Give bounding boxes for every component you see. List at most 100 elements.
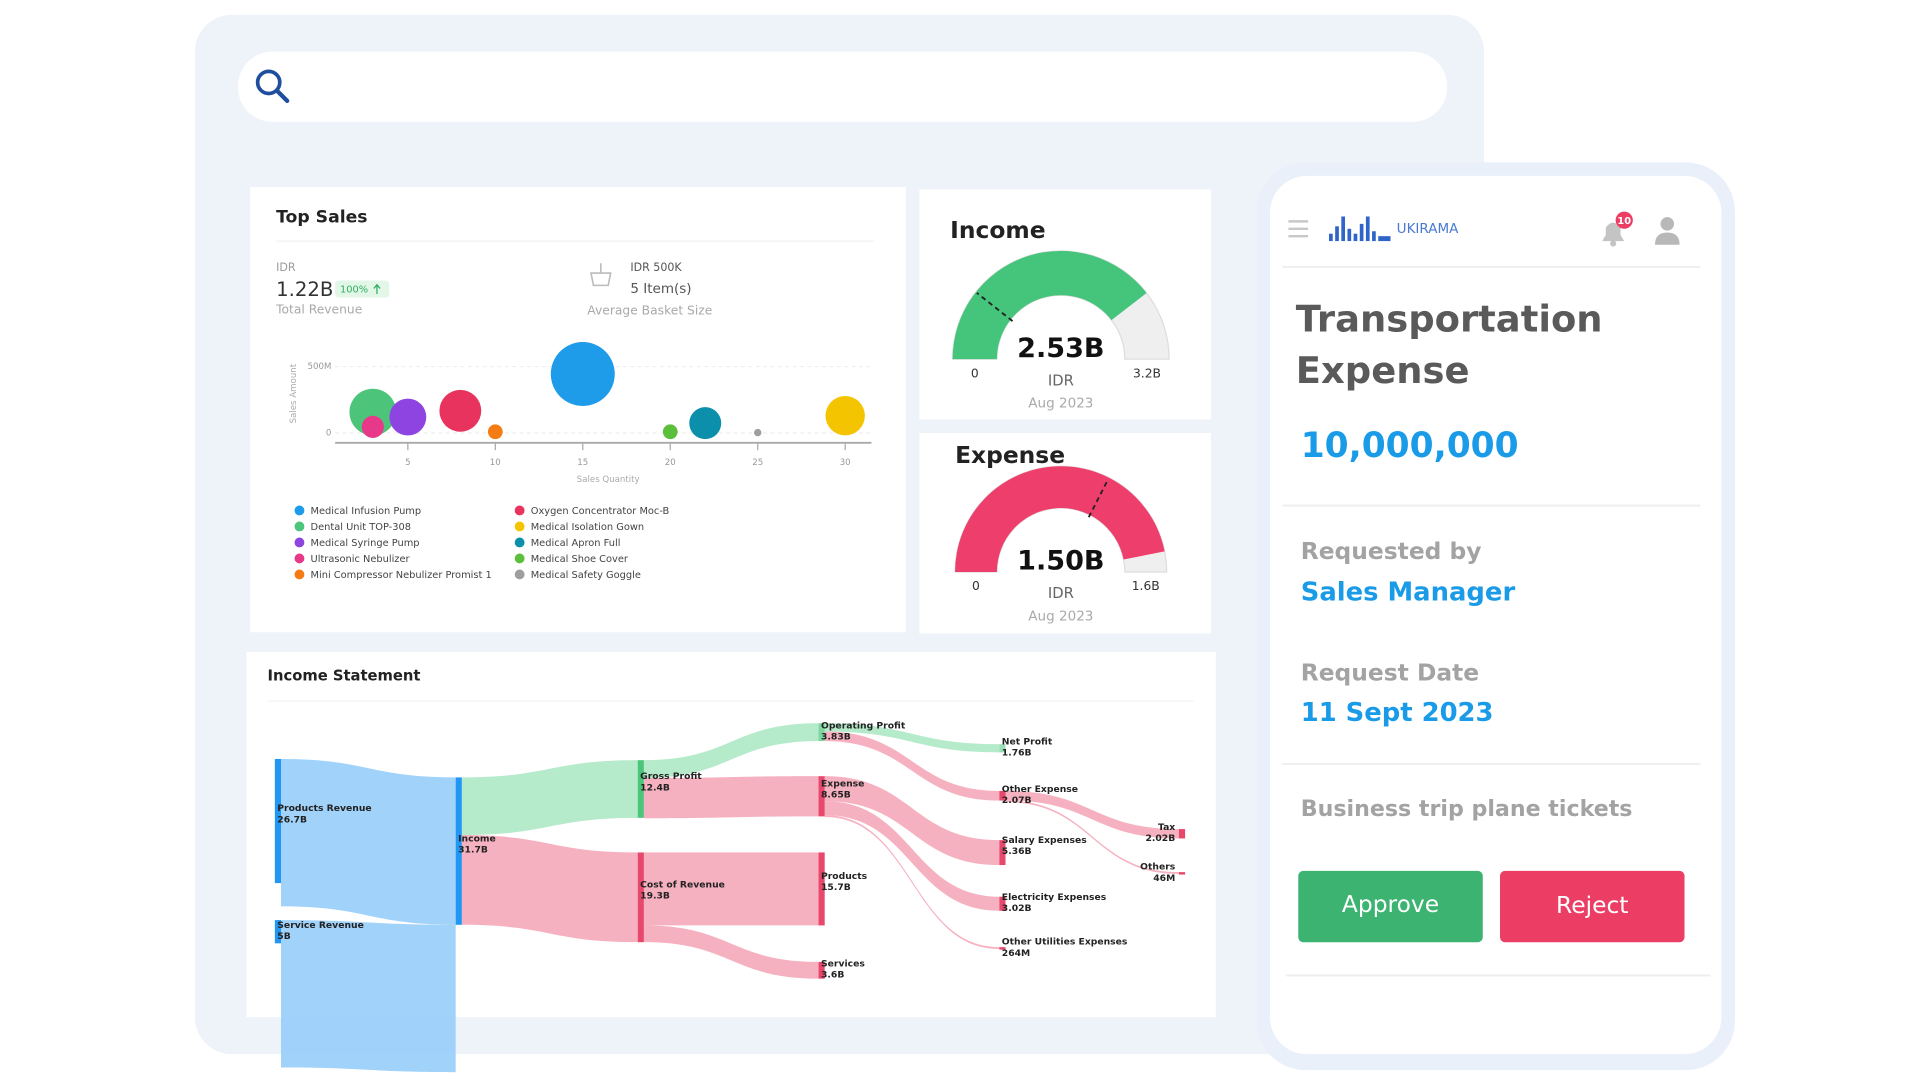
legend-swatch [514, 569, 525, 580]
legend-swatch [514, 521, 525, 532]
gauge-tick-label: 0 [972, 579, 980, 593]
legend-label: Medical Apron Full [531, 538, 621, 549]
sankey-node-label: Operating Profit [821, 721, 906, 732]
sankey-node [818, 961, 825, 979]
reject-button-bg[interactable] [1500, 870, 1685, 943]
legend-label: Medical Shoe Cover [531, 554, 629, 565]
user-body [1654, 232, 1680, 245]
total-revenue: 1.22B [276, 278, 333, 301]
logo-bar [1378, 236, 1391, 242]
sankey-node-value: 3.02B [1002, 903, 1032, 914]
bubble [487, 424, 503, 440]
basket-value: IDR 500K [630, 261, 682, 274]
sankey-node [274, 920, 282, 944]
basket-items: 5 Item(s) [630, 281, 691, 297]
sankey-node-value: 12.4B [640, 782, 670, 793]
gauge-tick-label: 3.2B [1133, 366, 1161, 380]
legend-swatch [514, 505, 525, 516]
legend-swatch [514, 537, 525, 548]
menu-button[interactable] [1288, 220, 1309, 238]
sankey-node-value: 3.6B [821, 970, 844, 981]
gauge-marker [976, 292, 1014, 322]
x-tick-label: 20 [665, 458, 676, 468]
currency: IDR [276, 261, 296, 274]
sankey-node-value: 2.07B [1002, 795, 1032, 806]
sankey-link [824, 776, 1000, 866]
approve-button[interactable]: Approve [1298, 870, 1483, 943]
x-tick-label: 25 [752, 458, 763, 468]
profile-button[interactable] [1654, 217, 1680, 245]
gauge-date: Aug 2023 [1028, 395, 1093, 411]
gauge-marker [1087, 478, 1110, 518]
request-amount: 10,000,000 [1301, 426, 1519, 466]
gauge-tick-label: 1.6B [1132, 579, 1160, 593]
gauge-value-label: 1.50B [1017, 546, 1104, 577]
sankey-node-value: 264M [1002, 948, 1030, 959]
legend-swatch [514, 553, 525, 564]
sankey-node-value: 19.3B [640, 891, 670, 902]
legend-swatch [294, 521, 305, 532]
sankey-node-label: Salary Expenses [1002, 835, 1087, 846]
search-bar[interactable] [237, 51, 1448, 122]
bubble [361, 415, 384, 438]
search-field[interactable] [237, 51, 1448, 122]
card-title: Top Sales [276, 208, 367, 228]
field-value: Sales Manager [1301, 577, 1516, 607]
reject-label[interactable]: Reject [1556, 891, 1628, 919]
legend-swatch [294, 537, 305, 548]
sankey-link [643, 723, 819, 778]
bubble [550, 342, 615, 406]
sankey-link [643, 852, 819, 926]
sankey-link [1005, 790, 1179, 839]
sankey-node-label: Others [1140, 862, 1176, 873]
sankey-node-value: 1.76B [1002, 748, 1032, 759]
sankey-node [818, 776, 825, 817]
gauge-unit: IDR [1048, 372, 1074, 389]
sankey-link [824, 731, 1000, 801]
legend-swatch [294, 505, 305, 516]
sankey-node-label: Tax [1158, 822, 1175, 833]
sankey-node-label: Expense [821, 778, 864, 789]
legend-swatch [294, 553, 305, 564]
change-badge [335, 280, 390, 298]
logo-bar [1359, 223, 1364, 242]
x-tick-label: 5 [405, 458, 410, 468]
bell-icon [1602, 222, 1625, 242]
notification-button[interactable]: 10 [1602, 211, 1633, 247]
sankey-node-label: Service Revenue [277, 920, 364, 931]
y-axis-label: Sales Amount [289, 363, 299, 423]
logo-bar [1353, 233, 1358, 242]
x-tick-label: 10 [490, 458, 501, 468]
sankey-node-value: 31.7B [458, 844, 488, 855]
logo-bar [1341, 216, 1346, 242]
phone-screen [1269, 175, 1722, 1055]
sankey-link [461, 760, 638, 836]
bubble [349, 388, 397, 436]
approve-label[interactable]: Approve [1342, 890, 1439, 918]
gauge-value [955, 466, 1165, 572]
sankey-node [1178, 829, 1186, 839]
basket-icon [590, 263, 612, 287]
bubble [439, 389, 482, 432]
sankey-node-label: Products Revenue [277, 803, 371, 814]
field-label: Requested by [1301, 537, 1482, 565]
sankey-node [818, 723, 825, 742]
logo-bar [1329, 233, 1333, 242]
sankey-node [999, 744, 1006, 753]
basket-body [590, 272, 612, 287]
sankey-node-value: 26.7B [277, 814, 307, 825]
basket-label: Average Basket Size [587, 304, 712, 318]
sankey-node [637, 852, 644, 943]
bubble [825, 396, 865, 436]
sankey-node-value: 15.7B [821, 882, 851, 893]
bubble [689, 407, 722, 440]
sankey-node [637, 760, 644, 818]
gauge-value-label: 2.53B [1017, 333, 1104, 364]
sankey-node-label: Net Profit [1002, 737, 1053, 748]
sankey-node-label: Cost of Revenue [640, 880, 725, 891]
sankey-node [999, 947, 1006, 950]
approve-button-bg[interactable] [1298, 870, 1483, 943]
y-tick-label: 500M [308, 362, 332, 372]
reject-button[interactable]: Reject [1500, 870, 1685, 943]
gauge-unit: IDR [1048, 585, 1074, 602]
